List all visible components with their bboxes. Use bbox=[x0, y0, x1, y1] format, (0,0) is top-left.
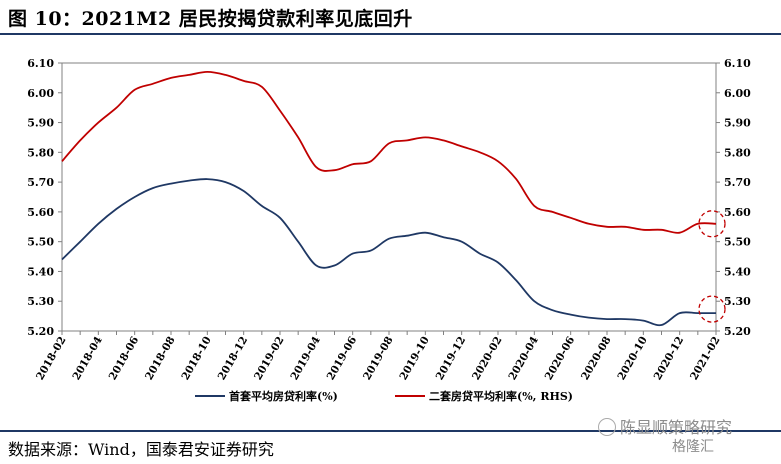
x-tick-label: 2019-10 bbox=[397, 335, 431, 383]
x-tick-label: 2021-02 bbox=[688, 335, 722, 383]
x-tick-label: 2020-10 bbox=[615, 335, 649, 383]
x-tick-label: 2019-04 bbox=[288, 335, 322, 383]
figure-title: 图 10：2021M2 居民按揭贷款利率见底回升 bbox=[8, 8, 413, 30]
watermark: 陈显顺策略研究 bbox=[598, 414, 732, 438]
watermark-text: 陈显顺策略研究 bbox=[620, 418, 733, 437]
y-left-tick-label: 5.50 bbox=[27, 236, 54, 249]
y-right-tick-label: 5.30 bbox=[724, 295, 751, 308]
legend-label: 二套房贷平均利率(%, RHS) bbox=[429, 389, 573, 403]
x-tick-label: 2020-02 bbox=[470, 335, 504, 383]
x-tick-label: 2018-10 bbox=[179, 335, 213, 383]
y-right-tick-label: 5.80 bbox=[724, 146, 751, 159]
x-tick-label: 2019-12 bbox=[434, 334, 468, 382]
watermark-secondary: 格隆汇 bbox=[672, 439, 714, 455]
x-tick-label: 2018-08 bbox=[143, 335, 177, 383]
series-line-second-home bbox=[61, 70, 717, 234]
y-right-tick-label: 5.70 bbox=[724, 176, 751, 189]
y-left-tick-label: 5.90 bbox=[27, 117, 54, 130]
x-tick-label: 2019-06 bbox=[325, 335, 359, 383]
y-left-tick-label: 5.80 bbox=[27, 146, 54, 159]
annotation-circle-first bbox=[698, 295, 726, 323]
y-right-tick-label: 5.40 bbox=[724, 265, 751, 278]
wechat-icon bbox=[598, 418, 616, 436]
x-tick-label: 2020-08 bbox=[579, 335, 613, 383]
y-left-tick-label: 5.20 bbox=[27, 325, 54, 338]
x-tick-label: 2019-08 bbox=[361, 335, 395, 383]
source-note: 数据来源：Wind，国泰君安证券研究 bbox=[8, 440, 274, 459]
legend-label: 首套平均房贷利率(%) bbox=[229, 389, 338, 403]
x-tick-label: 2019-02 bbox=[252, 335, 286, 383]
y-left-tick-label: 5.40 bbox=[27, 265, 54, 278]
x-tick-label: 2018-06 bbox=[107, 335, 141, 383]
x-tick-label: 2018-02 bbox=[34, 335, 68, 383]
y-left-tick-label: 6.00 bbox=[27, 87, 54, 100]
x-tick-label: 2020-04 bbox=[506, 335, 540, 383]
y-right-tick-label: 6.10 bbox=[724, 57, 751, 70]
y-left-tick-label: 6.10 bbox=[27, 57, 54, 70]
source-rule bbox=[0, 430, 781, 432]
y-left-tick-label: 5.60 bbox=[27, 206, 54, 219]
y-right-tick-label: 5.60 bbox=[724, 206, 751, 219]
x-tick-label: 2018-04 bbox=[70, 335, 104, 383]
y-right-tick-label: 5.90 bbox=[724, 117, 751, 130]
x-tick-label: 2020-06 bbox=[543, 335, 577, 383]
x-tick-label: 2018-12 bbox=[216, 335, 250, 383]
y-left-tick-label: 5.70 bbox=[27, 176, 54, 189]
x-tick-label: 2020-12 bbox=[652, 335, 686, 383]
y-right-tick-label: 6.00 bbox=[724, 87, 751, 100]
annotation-circle-second bbox=[698, 210, 726, 238]
series-line-first-home bbox=[61, 178, 716, 327]
y-right-tick-label: 5.50 bbox=[724, 236, 751, 249]
plot-frame bbox=[61, 62, 717, 332]
title-rule bbox=[0, 33, 781, 35]
y-right-tick-label: 5.20 bbox=[724, 325, 751, 338]
y-left-tick-label: 5.30 bbox=[27, 295, 54, 308]
